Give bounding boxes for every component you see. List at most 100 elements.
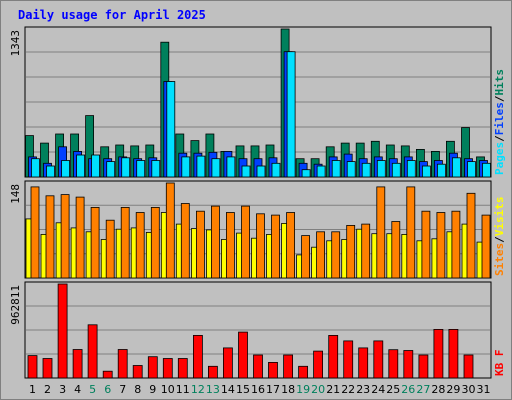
x-tick-day-31: 31	[477, 383, 491, 396]
bar-kb-f-day-16	[253, 354, 263, 379]
bar-kb-f-day-2	[42, 358, 53, 379]
bar-pages-day-31	[482, 162, 491, 178]
y-max-label: 148	[9, 184, 22, 204]
bar-pages-day-11	[181, 156, 191, 178]
bar-sites-day-8	[135, 212, 145, 279]
bar-pages-day-12	[196, 155, 206, 178]
x-tick-day-20: 20	[311, 383, 325, 396]
bar-sites-day-1	[30, 186, 40, 279]
bar-sites-day-6	[105, 219, 115, 279]
bar-kb-f-day-9	[147, 356, 158, 379]
legend-files: Files	[493, 102, 506, 135]
bar-kb-f-day-27	[418, 354, 429, 379]
bar-kb-f-day-3	[57, 283, 68, 379]
bar-pages-day-8	[136, 160, 146, 178]
bar-kb-f-day-14	[222, 347, 233, 379]
x-tick-day-19: 19	[296, 383, 310, 396]
bar-pages-day-21	[331, 160, 341, 178]
bar-kb-f-day-7	[117, 349, 128, 379]
bar-sites-day-16	[256, 213, 265, 279]
bar-pages-day-10	[166, 81, 176, 178]
x-tick-day-17: 17	[266, 383, 280, 396]
bar-kb-f-day-23	[358, 347, 369, 379]
bar-pages-day-26	[406, 160, 416, 178]
x-tick-day-23: 23	[356, 383, 370, 396]
bar-sites-day-2	[45, 195, 55, 279]
bar-sites-day-24	[376, 186, 386, 279]
legend-kb-f: KB F	[493, 350, 506, 377]
x-tick-day-4: 4	[74, 383, 81, 396]
bar-pages-day-13	[211, 158, 221, 178]
x-tick-day-11: 11	[176, 383, 190, 396]
legend-kbytes: KB F	[493, 350, 506, 377]
bar-pages-day-23	[361, 162, 371, 178]
bar-sites-day-23	[361, 223, 371, 279]
x-tick-day-24: 24	[371, 383, 385, 396]
bar-pages-day-15	[241, 165, 251, 178]
bar-pages-day-19	[301, 169, 311, 178]
bar-sites-day-27	[421, 210, 431, 279]
bar-sites-day-31	[481, 214, 491, 279]
bar-sites-day-3	[60, 194, 70, 279]
bar-pages-day-1	[31, 158, 40, 178]
legend-pages: Pages	[493, 142, 506, 175]
bar-pages-day-7	[121, 157, 131, 178]
bar-kb-f-day-24	[373, 340, 384, 379]
bar-pages-day-2	[46, 165, 55, 178]
x-tick-day-27: 27	[416, 383, 430, 396]
x-tick-day-29: 29	[446, 383, 460, 396]
bar-sites-day-30	[466, 192, 476, 279]
chart-title: Daily usage for April 2025	[18, 8, 206, 22]
x-tick-day-10: 10	[161, 383, 175, 396]
chart-panels: 1343Pages/Files/Hits148Sites/Visits96281…	[9, 26, 506, 379]
bar-sites-day-9	[150, 206, 160, 279]
bar-kb-f-day-28	[433, 328, 444, 379]
bar-pages-day-5	[91, 154, 100, 178]
bar-pages-day-20	[316, 165, 326, 178]
bar-pages-day-14	[226, 156, 236, 178]
bar-kb-f-day-19	[298, 365, 309, 379]
bar-sites-day-28	[436, 212, 446, 279]
bar-kb-f-day-6	[102, 370, 113, 379]
bar-pages-day-27	[421, 165, 431, 178]
y-max-label: 1343	[9, 30, 22, 57]
legend-text: Sites/Visits	[493, 197, 506, 277]
bar-pages-day-29	[451, 157, 461, 178]
x-tick-day-12: 12	[191, 383, 205, 396]
bar-kb-f-day-21	[328, 334, 339, 379]
bar-kb-f-day-4	[72, 349, 83, 379]
x-tick-day-5: 5	[89, 383, 96, 396]
bar-sites-day-12	[195, 210, 205, 279]
bar-pages-day-25	[391, 162, 401, 178]
x-tick-day-30: 30	[462, 383, 476, 396]
bar-pages-day-22	[346, 161, 356, 178]
bar-pages-day-17	[271, 162, 281, 178]
bar-sites-day-11	[180, 203, 190, 279]
bar-kb-f-day-8	[132, 365, 143, 379]
bar-kb-f-day-18	[283, 354, 294, 379]
bar-sites-day-13	[210, 205, 220, 279]
bar-kb-f-day-10	[162, 358, 173, 379]
x-tick-day-9: 9	[149, 383, 156, 396]
bar-kb-f-day-5	[87, 324, 98, 379]
x-tick-day-2: 2	[44, 383, 51, 396]
bar-pages-day-6	[106, 161, 116, 178]
y-max-label: 962811	[9, 285, 22, 325]
bar-kb-f-day-20	[313, 350, 324, 379]
bar-kb-f-day-11	[177, 358, 188, 379]
bar-sites-day-10	[165, 182, 175, 279]
bar-sites-day-4	[75, 196, 85, 279]
x-tick-day-7: 7	[119, 383, 126, 396]
bar-sites-day-22	[346, 224, 356, 279]
bar-sites-day-25	[391, 221, 401, 279]
panel-visits-sites: 148 Sites/Visits	[9, 180, 506, 279]
x-axis-labels: 1 2 3 4 5 6 7 8 9 10 11 12 13 14 15 16 17 18 19 20 21 22 23 24 2…	[29, 383, 491, 396]
bar-sites-day-14	[225, 212, 235, 279]
x-tick-day-21: 21	[326, 383, 340, 396]
bar-kb-f-day-26	[403, 350, 414, 379]
x-tick-day-22: 22	[341, 383, 355, 396]
bar-sites-day-26	[406, 186, 416, 279]
x-tick-day-14: 14	[221, 383, 235, 396]
bar-kb-f-day-15	[238, 331, 248, 379]
legend-visits: Visits	[493, 197, 506, 237]
